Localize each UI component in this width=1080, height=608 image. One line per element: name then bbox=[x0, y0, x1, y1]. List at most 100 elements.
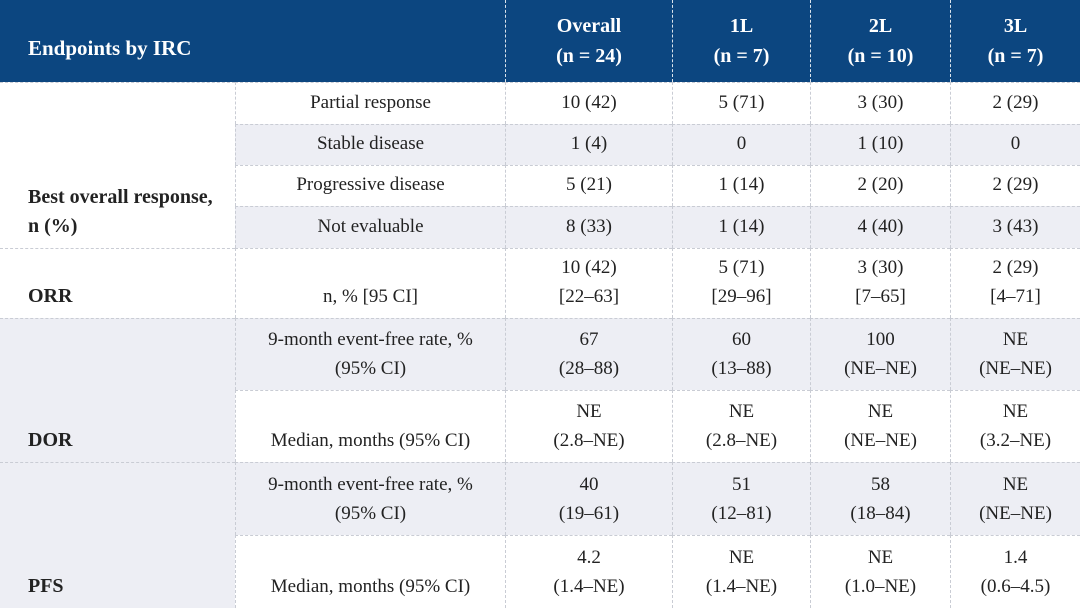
cell-line: 3 (30) bbox=[857, 92, 904, 113]
cell-line: 58 bbox=[871, 474, 890, 495]
value-cell-3l: 2 (29) [4–71] bbox=[950, 248, 1080, 318]
table-row: Best overall response, n (%) Partial resp… bbox=[0, 82, 1080, 248]
value-cell-3l: 0 bbox=[950, 124, 1080, 165]
cell-line: NE bbox=[867, 401, 894, 422]
cell-line: 10 (42) bbox=[561, 92, 617, 113]
column-n: (n = 7) bbox=[713, 45, 770, 67]
table-row: Stable disease 1 (4) 0 1 (10) 0 bbox=[0, 124, 1080, 165]
column-header-3l: 3L (n = 7) bbox=[950, 0, 1080, 82]
cell-line: 3 (30) bbox=[857, 257, 904, 278]
cell-line: 4 (40) bbox=[857, 216, 904, 237]
cell-line: [29–96] bbox=[711, 286, 772, 307]
cell-line: (0.6–4.5) bbox=[980, 576, 1051, 597]
cell-line: 9-month event-free rate, % bbox=[268, 474, 473, 495]
value-cell-overall: 5 (21) bbox=[505, 165, 672, 206]
value-cell-overall: 1 (4) bbox=[505, 124, 672, 165]
cell-line: 1 (14) bbox=[718, 216, 765, 237]
value-cell-overall: 10 (42) [22–63] bbox=[505, 248, 672, 318]
value-cell-2l: NE (NE–NE) bbox=[810, 390, 950, 462]
value-cell-overall: 67 (28–88) bbox=[505, 318, 672, 390]
row-label: Stable disease bbox=[235, 124, 505, 165]
cell-line: Partial response bbox=[310, 92, 431, 113]
column-label: 2L bbox=[868, 15, 893, 37]
cell-line: 1 (14) bbox=[718, 174, 765, 195]
value-cell-1l: 1 (14) bbox=[672, 206, 810, 248]
cell-line: 5 (71) bbox=[718, 257, 765, 278]
value-cell-1l: NE (2.8–NE) bbox=[672, 390, 810, 462]
value-cell-1l: 5 (71) [29–96] bbox=[672, 248, 810, 318]
table-title: Endpoints by IRC bbox=[0, 0, 505, 82]
table-row: Progressive disease 5 (21) 1 (14) 2 (20) 2 (… bbox=[0, 165, 1080, 206]
value-cell-1l: 1 (14) bbox=[672, 165, 810, 206]
cell-line: 5 (71) bbox=[718, 92, 765, 113]
cell-line: (1.0–NE) bbox=[844, 576, 917, 597]
table-row: Median, months (95% CI) NE (2.8–NE) NE (2.8–… bbox=[0, 390, 1080, 462]
row-label: Median, months (95% CI) bbox=[235, 535, 505, 608]
value-cell-2l: 4 (40) bbox=[810, 206, 950, 248]
cell-line: 10 (42) bbox=[561, 257, 617, 278]
cell-line: (3.2–NE) bbox=[979, 430, 1052, 451]
cell-line: 1 (4) bbox=[570, 133, 608, 154]
value-cell-2l: 3 (30) bbox=[810, 82, 950, 124]
cell-line: Stable disease bbox=[316, 133, 425, 154]
cell-line: 1.4 bbox=[1003, 547, 1028, 568]
value-cell-1l: NE (1.4–NE) bbox=[672, 535, 810, 608]
cell-line: 60 bbox=[732, 329, 751, 350]
row-label: Median, months (95% CI) bbox=[235, 390, 505, 462]
column-label: 1L bbox=[729, 15, 754, 37]
table-body: Best overall response, n (%) Partial resp… bbox=[0, 82, 1080, 608]
cell-line: 1 (10) bbox=[857, 133, 904, 154]
value-cell-3l: NE (NE–NE) bbox=[950, 462, 1080, 535]
cell-line: (95% CI) bbox=[334, 358, 407, 379]
row-label: Progressive disease bbox=[235, 165, 505, 206]
group-label-pfs: PFS bbox=[0, 462, 235, 608]
group-label-dor: DOR bbox=[0, 318, 235, 462]
cell-line: (2.8–NE) bbox=[705, 430, 778, 451]
cell-line: NE bbox=[1002, 401, 1029, 422]
cell-line: Not evaluable bbox=[317, 216, 424, 237]
cell-line: Median, months (95% CI) bbox=[270, 576, 471, 597]
column-label: Overall bbox=[556, 15, 622, 37]
cell-line: NE bbox=[728, 547, 755, 568]
cell-line: 9-month event-free rate, % bbox=[268, 329, 473, 350]
header-row: Endpoints by IRC Overall (n = 24) 1L (n … bbox=[0, 0, 1080, 82]
cell-line: Progressive disease bbox=[296, 174, 445, 195]
value-cell-2l: 2 (20) bbox=[810, 165, 950, 206]
cell-line: (NE–NE) bbox=[844, 358, 917, 379]
value-cell-overall: NE (2.8–NE) bbox=[505, 390, 672, 462]
cell-line: Median, months (95% CI) bbox=[270, 430, 471, 451]
column-n: (n = 24) bbox=[556, 45, 622, 67]
value-cell-2l: 1 (10) bbox=[810, 124, 950, 165]
column-header-1l: 1L (n = 7) bbox=[672, 0, 810, 82]
cell-line: 100 bbox=[866, 329, 895, 350]
cell-line: NE bbox=[1002, 329, 1029, 350]
value-cell-overall: 4.2 (1.4–NE) bbox=[505, 535, 672, 608]
cell-line: 8 (33) bbox=[566, 216, 612, 237]
value-cell-2l: 3 (30) [7–65] bbox=[810, 248, 950, 318]
cell-line: 40 bbox=[579, 474, 599, 495]
group-label-orr: ORR bbox=[0, 248, 235, 318]
column-n: (n = 7) bbox=[987, 45, 1044, 67]
table-row: Not evaluable 8 (33) 1 (14) 4 (40) 3 (43) bbox=[0, 206, 1080, 248]
cell-line: n, % [95 CI] bbox=[323, 286, 418, 307]
column-label: 3L bbox=[1003, 15, 1028, 37]
cell-line: 2 (29) bbox=[992, 92, 1039, 113]
cell-line: (95% CI) bbox=[334, 503, 407, 524]
cell-line: 0 bbox=[1010, 133, 1021, 154]
value-cell-3l: 2 (29) bbox=[950, 82, 1080, 124]
cell-line: 67 bbox=[579, 329, 599, 350]
cell-line: (19–61) bbox=[558, 503, 620, 524]
value-cell-overall: 40 (19–61) bbox=[505, 462, 672, 535]
value-cell-3l: 3 (43) bbox=[950, 206, 1080, 248]
cell-line: NE bbox=[867, 547, 894, 568]
group-label-best-overall-response: Best overall response, n (%) bbox=[0, 82, 235, 248]
cell-line: (NE–NE) bbox=[844, 430, 917, 451]
cell-line: (2.8–NE) bbox=[553, 430, 625, 451]
cell-line: [22–63] bbox=[558, 286, 620, 307]
column-n: (n = 10) bbox=[847, 45, 914, 67]
row-label: Partial response bbox=[235, 82, 505, 124]
column-header-2l: 2L (n = 10) bbox=[810, 0, 950, 82]
row-label: n, % [95 CI] bbox=[235, 248, 505, 318]
